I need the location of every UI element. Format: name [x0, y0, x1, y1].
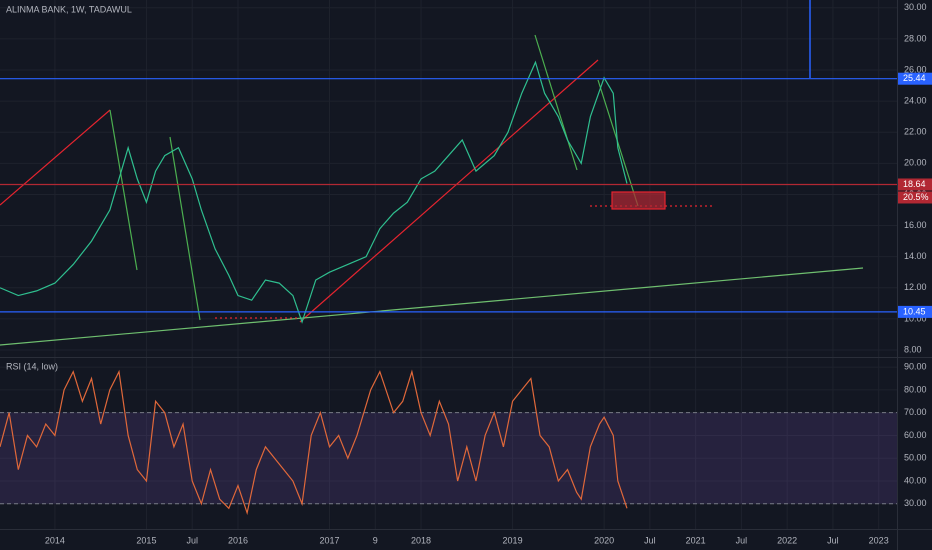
y-tick-label: 60.00: [904, 430, 927, 440]
trend-line: [534, 34, 578, 171]
y-tick-label: 10.00: [904, 313, 927, 323]
x-tick-label: Jul: [736, 535, 748, 545]
x-tick-label: Jul: [827, 535, 839, 545]
level-label-box: [898, 178, 932, 191]
y-tick-label: 12.00: [904, 282, 927, 292]
y-tick-label: 22.00: [904, 127, 927, 137]
y-tick-label: 30.00: [904, 498, 927, 508]
y-tick-label: 26.00: [904, 64, 927, 74]
y-tick-label: 40.00: [904, 475, 927, 485]
x-tick-label: 2014: [45, 535, 65, 545]
level-label: 10.45: [903, 306, 926, 316]
annotation-box: [898, 191, 932, 204]
series-line: [0, 60, 628, 324]
y-tick-label: 8.00: [904, 344, 922, 354]
trend-line: [109, 109, 138, 271]
y-tick-label: 16.00: [904, 220, 927, 230]
y-tick-label: 30.00: [904, 2, 927, 12]
series-line: [0, 369, 628, 516]
x-tick-label: 2015: [136, 535, 156, 545]
level-label: 18.64: [903, 179, 926, 189]
y-tick-label: 24.00: [904, 95, 927, 105]
y-tick-label: 14.00: [904, 251, 927, 261]
x-tick-label: 2022: [777, 535, 797, 545]
trend-line: [299, 59, 599, 323]
level-label: 25.44: [903, 73, 926, 83]
y-tick-label: 70.00: [904, 407, 927, 417]
rsi-title: RSI (14, low): [6, 361, 58, 371]
x-tick-label: 9: [373, 535, 378, 545]
x-tick-label: 2023: [869, 535, 889, 545]
x-tick-label: Jul: [644, 535, 656, 545]
y-tick-label: 90.00: [904, 361, 927, 371]
level-label-box: [898, 305, 932, 318]
x-tick-label: 2019: [503, 535, 523, 545]
chart-title: ALINMA BANK, 1W, TADAWUL: [6, 4, 132, 14]
y-tick-label: 20.00: [904, 158, 927, 168]
x-tick-label: Jul: [186, 535, 198, 545]
annotation: 20.5%: [903, 192, 929, 202]
trend-line: [169, 136, 201, 321]
target-box: [611, 191, 666, 210]
x-tick-label: 2018: [411, 535, 431, 545]
x-tick-label: 2016: [228, 535, 248, 545]
y-tick-label: 28.00: [904, 33, 927, 43]
level-label-box: [898, 72, 932, 85]
x-tick-label: 2017: [319, 535, 339, 545]
drawings: [0, 0, 864, 346]
x-tick-label: 2021: [686, 535, 706, 545]
trend-line: [0, 109, 111, 206]
y-tick-label: 80.00: [904, 384, 927, 394]
y-tick-label: 50.00: [904, 453, 927, 463]
x-tick-label: 2020: [594, 535, 614, 545]
trend-line: [0, 267, 864, 346]
